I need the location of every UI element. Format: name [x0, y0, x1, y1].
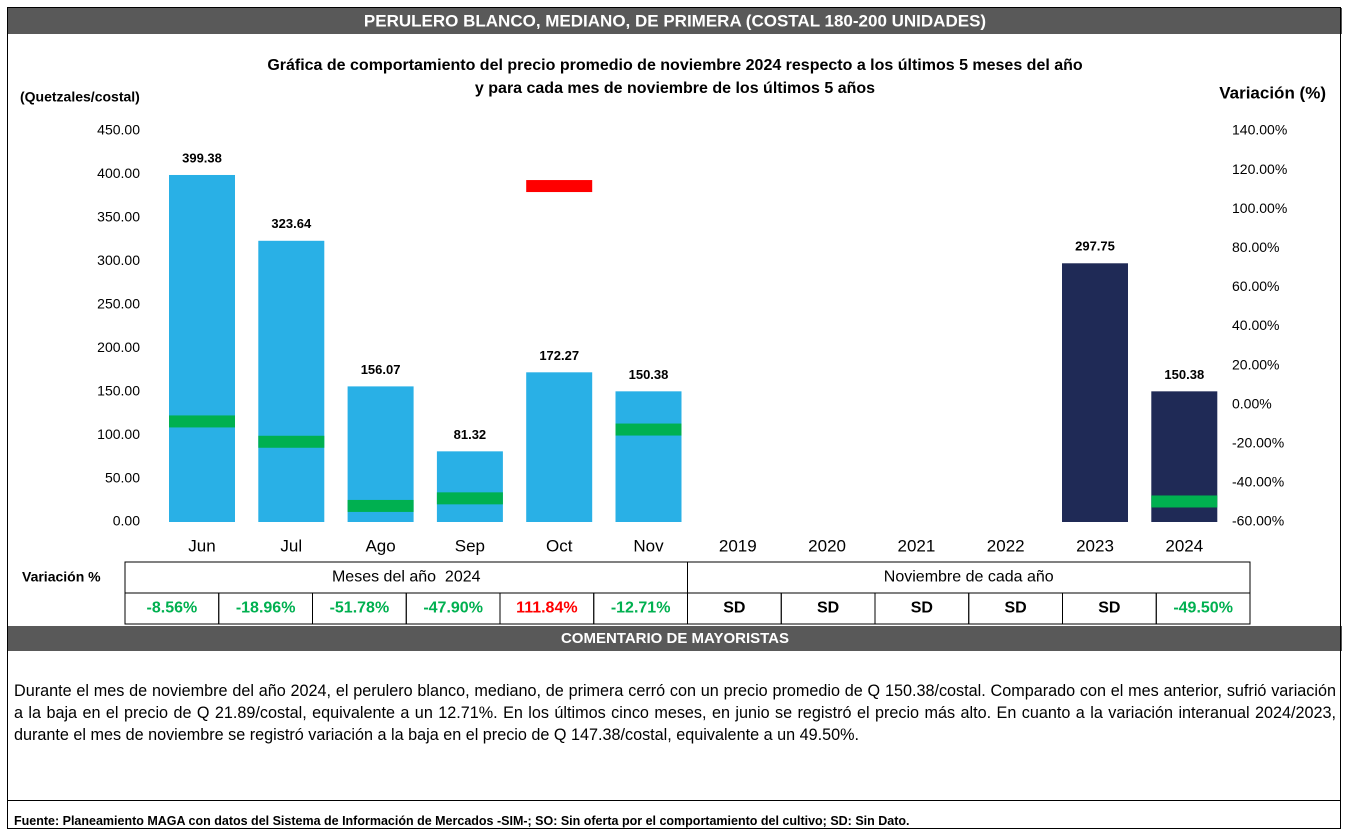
- x-tick-label: Nov: [633, 536, 664, 555]
- source: Fuente: Planeamiento MAGA con datos del …: [7, 800, 1341, 828]
- data-label: 323.64: [271, 216, 312, 231]
- variation-label: -18.96%: [236, 600, 296, 617]
- x-tick-label: 2019: [719, 536, 757, 555]
- chart-title: y para cada mes de noviembre de los últi…: [475, 80, 875, 97]
- variation-label: 111.84%: [516, 600, 577, 617]
- data-label: 156.07: [361, 362, 401, 377]
- y2-tick-label: 60.00%: [1232, 278, 1279, 294]
- y2-tick-label: -40.00%: [1232, 474, 1284, 490]
- variation-label: SD: [817, 600, 839, 617]
- header: PERULERO BLANCO, MEDIANO, DE PRIMERA (CO…: [364, 11, 986, 30]
- comment: Durante el mes de noviembre del año 2024…: [14, 682, 1336, 744]
- comment-header-bar: [8, 626, 1342, 651]
- table-cell: [1155, 592, 1251, 625]
- variation-marker: [615, 423, 682, 436]
- bar: [169, 174, 235, 522]
- y-tick-label: 400.00: [97, 165, 140, 181]
- x-tick-label: 2023: [1076, 536, 1114, 555]
- variation-label: SD: [1098, 600, 1120, 617]
- y2-tick-label: 0.00%: [1232, 395, 1272, 411]
- y2-tick-label: -20.00%: [1232, 435, 1284, 451]
- y-tick-label: 350.00: [97, 209, 140, 225]
- comment-header: COMENTARIO DE MAYORISTAS: [561, 630, 789, 647]
- y-tick-label: 300.00: [97, 252, 140, 268]
- bar: [615, 391, 682, 522]
- variation-marker: [169, 415, 235, 428]
- x-tick-label: Oct: [546, 536, 573, 555]
- y-tick-label: 50.00: [105, 469, 140, 485]
- data-label: 150.38: [629, 367, 669, 382]
- variation-label: -8.56%: [147, 600, 198, 617]
- group-label: Meses del año 2024: [332, 569, 481, 586]
- data-label: 399.38: [182, 150, 222, 165]
- variation-marker: [526, 180, 593, 193]
- chart: PERULERO BLANCO, MEDIANO, DE PRIMERA (CO…: [8, 8, 1342, 651]
- variation-label: SD: [723, 600, 745, 617]
- x-tick-label: 2024: [1165, 536, 1203, 555]
- y2-tick-label: -60.00%: [1232, 513, 1284, 529]
- data-label: 150.38: [1164, 367, 1204, 382]
- y2-tick-label: 120.00%: [1232, 161, 1287, 177]
- y-axis-label: (Quetzales/costal): [20, 89, 140, 105]
- x-tick-label: 2020: [808, 536, 846, 555]
- y2-tick-label: 100.00%: [1232, 200, 1287, 216]
- y-tick-label: 200.00: [97, 339, 140, 355]
- y2-tick-label: 80.00%: [1232, 239, 1279, 255]
- chart-title: Gráfica de comportamiento del precio pro…: [267, 57, 1083, 74]
- bar: [258, 240, 325, 523]
- bar: [347, 386, 414, 522]
- variation-label: -12.71%: [611, 600, 671, 617]
- y-tick-label: 0.00: [113, 513, 140, 529]
- data-label: 172.27: [539, 348, 579, 363]
- y-tick-label: 150.00: [97, 382, 140, 398]
- frame: [7, 7, 1341, 829]
- y-tick-label: 100.00: [97, 426, 140, 442]
- bar: [526, 372, 593, 522]
- variation-marker: [436, 492, 503, 505]
- variation-marker: [258, 435, 325, 448]
- y2-tick-label: 20.00%: [1232, 356, 1279, 372]
- bar: [436, 451, 503, 522]
- data-label: 297.75: [1075, 239, 1115, 254]
- y2-tick-label: 140.00%: [1232, 122, 1287, 138]
- x-tick-label: Sep: [455, 536, 485, 555]
- bar: [1062, 263, 1128, 522]
- y2-axis-label: Variación (%): [1219, 83, 1326, 102]
- group-label: Noviembre de cada año: [884, 569, 1054, 586]
- x-tick-label: Jun: [188, 536, 215, 555]
- variation-label: SD: [1005, 600, 1027, 617]
- variation-label: -49.50%: [1173, 600, 1233, 617]
- x-tick-label: Ago: [365, 536, 395, 555]
- x-tick-label: Jul: [280, 536, 302, 555]
- variation-marker: [347, 499, 414, 512]
- y-tick-label: 450.00: [97, 122, 140, 138]
- y-tick-label: 250.00: [97, 295, 140, 311]
- table-label: Variación %: [22, 569, 101, 585]
- header-bar: [8, 8, 1342, 34]
- variation-label: SD: [911, 600, 933, 617]
- y2-tick-label: 40.00%: [1232, 317, 1279, 333]
- x-tick-label: 2022: [987, 536, 1025, 555]
- variation-label: -51.78%: [330, 600, 390, 617]
- variation-label: -47.90%: [423, 600, 483, 617]
- variation-marker: [1151, 495, 1218, 508]
- x-tick-label: 2021: [897, 536, 935, 555]
- data-label: 81.32: [454, 427, 487, 442]
